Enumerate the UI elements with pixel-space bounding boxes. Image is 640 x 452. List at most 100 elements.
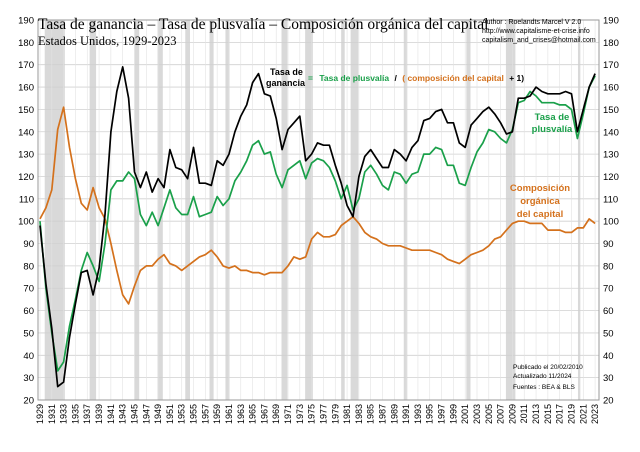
x-tick-label-1957: 1957 — [200, 404, 210, 424]
series-line-tasa-de-ganancia — [39, 66, 596, 388]
x-tick-label-1999: 1999 — [448, 404, 458, 424]
y-tick-label-right-130: 130 — [603, 150, 619, 161]
x-tick-label-1967: 1967 — [259, 404, 269, 424]
label-plusvalia-line2: plusvalía — [532, 124, 573, 135]
recession-band-13 — [505, 20, 516, 400]
recession-band-4 — [185, 20, 190, 400]
y-tick-label-right-170: 170 — [603, 60, 619, 71]
y-tick-label-70: 70 — [23, 284, 34, 295]
credit-email: capitalism_and_crises@hotmail.com — [482, 37, 596, 44]
x-tick-label-1937: 1937 — [82, 404, 92, 424]
recession-band-0 — [44, 20, 65, 400]
y-tick-label-right-60: 60 — [603, 306, 614, 317]
note-updated: Actualizado 11/2024 — [513, 373, 572, 380]
x-tick-label-1987: 1987 — [378, 404, 388, 424]
recession-band-9 — [341, 20, 345, 400]
formula-slash: / — [394, 73, 397, 83]
x-tick-label-1951: 1951 — [165, 404, 175, 424]
x-tick-label-2007: 2007 — [496, 404, 506, 424]
x-tick-label-2015: 2015 — [543, 404, 553, 424]
y-tick-label-right-30: 30 — [603, 373, 614, 384]
label-plusvalia-line1: Tasa de — [535, 112, 570, 123]
x-tick-label-1959: 1959 — [212, 404, 222, 424]
x-tick-label-1977: 1977 — [318, 404, 328, 424]
series-lines — [39, 66, 596, 388]
y-tick-label-80: 80 — [23, 261, 34, 272]
x-tick-label-1953: 1953 — [177, 404, 187, 424]
y-tick-label-190: 190 — [18, 16, 34, 27]
x-tick-label-2001: 2001 — [460, 404, 470, 424]
recession-band-14 — [577, 20, 581, 400]
formula-term-plusvalia: Tasa de plusvalía — [319, 73, 389, 83]
y-tick-label-right-120: 120 — [603, 172, 619, 183]
x-tick-label-1939: 1939 — [94, 404, 104, 424]
formula-rhs: = Tasa de plusvalía / ( composición del … — [308, 73, 524, 83]
y-tick-label-right-190: 190 — [603, 16, 619, 27]
recession-band-3 — [157, 20, 163, 400]
y-tick-label-right-40: 40 — [603, 351, 614, 362]
x-tick-label-2021: 2021 — [578, 404, 588, 424]
credit-author: Author : Roelandts Marcel V 2.0 — [482, 19, 581, 26]
x-tick-label-2023: 2023 — [590, 404, 600, 424]
formula-term-composicion: composición del capital — [407, 73, 503, 83]
x-tick-label-1963: 1963 — [236, 404, 246, 424]
recession-band-1 — [89, 20, 97, 400]
x-tick-label-1969: 1969 — [271, 404, 281, 424]
x-tick-label-1985: 1985 — [366, 404, 376, 424]
y-tick-label-160: 160 — [18, 83, 34, 94]
x-tick-label-1997: 1997 — [437, 404, 447, 424]
formula-equals: = — [308, 73, 313, 83]
series-line-composicion-organica-del-capital — [39, 106, 596, 305]
y-tick-label-110: 110 — [19, 194, 34, 205]
x-tick-label-1995: 1995 — [425, 404, 435, 424]
y-tick-label-right-160: 160 — [603, 83, 619, 94]
y-tick-label-180: 180 — [18, 38, 34, 49]
x-tick-label-1975: 1975 — [307, 404, 317, 424]
x-tick-label-1979: 1979 — [330, 404, 340, 424]
x-tick-label-1971: 1971 — [283, 404, 293, 424]
x-tick-label-2019: 2019 — [566, 404, 576, 424]
y-tick-label-right-90: 90 — [603, 239, 614, 250]
y-tick-label-140: 140 — [18, 127, 34, 138]
x-tick-label-1943: 1943 — [118, 404, 128, 424]
recession-band-7 — [281, 20, 288, 400]
y-tick-label-170: 170 — [18, 60, 34, 71]
y-tick-label-150: 150 — [18, 105, 34, 116]
x-tick-label-1955: 1955 — [189, 404, 199, 424]
formula-paren-open: ( — [402, 73, 405, 83]
x-tick-label-1989: 1989 — [389, 404, 399, 424]
y-tick-label-20: 20 — [23, 396, 34, 407]
recession-band-2 — [134, 20, 140, 400]
chart-subtitle: Estados Unidos, 1929-2023 — [38, 34, 177, 48]
y-tick-label-60: 60 — [23, 306, 34, 317]
x-tick-label-1945: 1945 — [129, 404, 139, 424]
formula-plus-one: + 1) — [509, 73, 524, 83]
x-tick-label-1935: 1935 — [70, 404, 80, 424]
recession-band-12 — [466, 20, 471, 400]
x-tick-label-1933: 1933 — [59, 404, 69, 424]
x-tick-label-2003: 2003 — [472, 404, 482, 424]
y-tick-label-90: 90 — [23, 239, 34, 250]
y-tick-label-right-20: 20 — [603, 396, 614, 407]
plot-frame — [37, 19, 600, 401]
x-tick-label-2005: 2005 — [484, 404, 494, 424]
x-tick-label-2017: 2017 — [555, 404, 565, 424]
y-tick-label-30: 30 — [23, 373, 34, 384]
x-axis: 1929 1931 1933 1935 1937 1939 1941 1943 1945 1947… — [35, 404, 600, 424]
x-tick-label-1929: 1929 — [35, 404, 45, 424]
recession-band-8 — [305, 20, 313, 400]
chart-title: Tasa de ganancia – Tasa de plusvalía – C… — [38, 16, 488, 33]
y-tick-label-right-140: 140 — [603, 127, 619, 138]
recession-band-6 — [225, 20, 230, 400]
y-tick-label-40: 40 — [23, 351, 34, 362]
y-tick-label-130: 130 — [18, 150, 34, 161]
x-tick-label-2011: 2011 — [519, 404, 529, 423]
x-tick-label-2013: 2013 — [531, 404, 541, 424]
y-axis: 20 20 30 30 40 40 50 50 60 60 70 70 80 80 90 90 100 100 11… — [18, 16, 619, 407]
y-tick-label-100: 100 — [18, 217, 34, 228]
y-tick-label-120: 120 — [18, 172, 34, 183]
y-tick-label-right-150: 150 — [603, 105, 619, 116]
credit-url: http://www.capitalisme-et-crise.info — [482, 28, 590, 35]
x-tick-label-1947: 1947 — [141, 404, 151, 424]
